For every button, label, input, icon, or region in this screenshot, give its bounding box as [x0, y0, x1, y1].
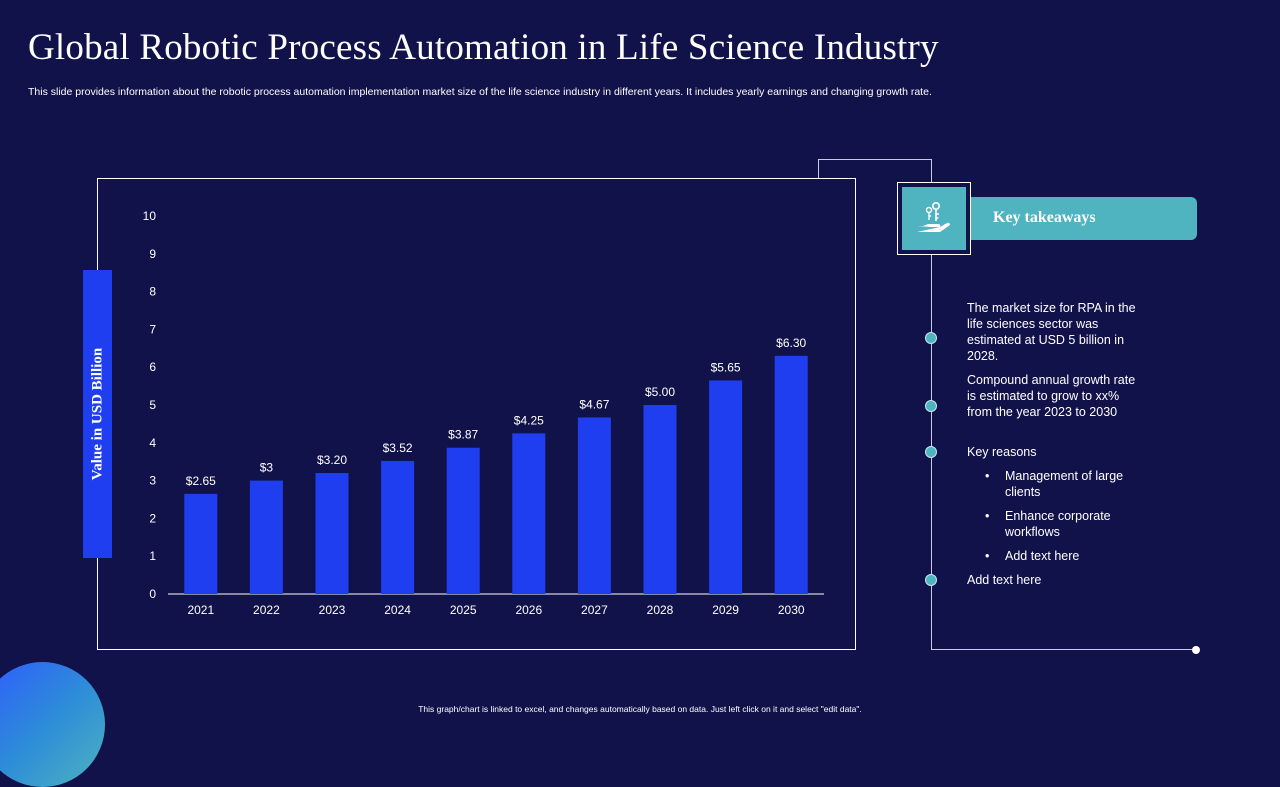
x-tick-label: 2028	[647, 603, 674, 617]
reason-text: Add text here	[1005, 549, 1080, 563]
data-label: $3.87	[448, 428, 478, 442]
data-label: $4.67	[579, 397, 609, 411]
y-axis-label-bar: Value in USD Billion	[83, 270, 112, 558]
takeaway-key-reasons: Key reasons	[967, 445, 1037, 459]
data-label: $3.52	[383, 441, 413, 455]
data-label: $6.30	[776, 336, 806, 350]
x-tick-label: 2022	[253, 603, 280, 617]
bar	[184, 493, 218, 594]
connector-line-top	[818, 159, 819, 178]
x-tick-label: 2030	[778, 603, 805, 617]
x-tick-label: 2021	[187, 603, 214, 617]
timeline-dot	[925, 332, 937, 344]
y-tick-label: 5	[149, 398, 156, 412]
data-label: $5.00	[645, 385, 675, 399]
key-takeaways-title: Key takeaways	[993, 209, 1096, 226]
x-tick-label: 2029	[712, 603, 739, 617]
bar-chart[interactable]: 0 1 2 3 4 5 6 7 8 9 10 $2.65 2021 $3 2022 $3.20 2023 $3.5…	[0, 0, 1280, 720]
takeaway-add-text[interactable]: Add text here	[967, 573, 1042, 587]
y-tick-label: 8	[149, 285, 156, 299]
timeline-dot	[925, 400, 937, 412]
bar	[315, 473, 349, 594]
bullet-glyph: •	[985, 469, 990, 483]
bullet-glyph: •	[985, 549, 990, 563]
bar	[709, 380, 743, 594]
y-tick-label: 9	[149, 247, 156, 261]
y-tick-label: 2	[149, 511, 156, 525]
data-label: $3	[260, 461, 274, 475]
connector-line-horizontal	[818, 159, 932, 160]
data-label: $2.65	[186, 474, 216, 488]
y-tick-label: 7	[149, 322, 156, 336]
reason-text: Management of large clients	[1005, 469, 1124, 499]
y-tick-label: 6	[149, 360, 156, 374]
y-tick-label: 3	[149, 474, 156, 488]
key-takeaways-header: Key takeaways	[971, 197, 1197, 240]
data-label: $5.65	[711, 360, 741, 374]
bar	[512, 433, 546, 594]
footer-note: This graph/chart is linked to excel, and…	[418, 704, 862, 714]
data-label: $4.25	[514, 413, 544, 427]
bar	[381, 460, 415, 594]
x-tick-label: 2025	[450, 603, 477, 617]
bar	[446, 447, 480, 594]
bar	[577, 417, 611, 594]
bar	[249, 480, 283, 594]
hand-with-keys-icon	[902, 187, 966, 250]
takeaways-icon-box	[897, 182, 971, 255]
data-label: $3.20	[317, 453, 347, 467]
timeline-end-dot	[1192, 646, 1200, 654]
y-tick-label: 4	[149, 436, 156, 450]
page-title: Global Robotic Process Automation in Lif…	[28, 27, 939, 68]
y-tick-label: 10	[143, 209, 157, 223]
bar	[774, 355, 808, 594]
y-tick-label: 0	[149, 587, 156, 601]
x-tick-label: 2024	[384, 603, 411, 617]
bullet-glyph: •	[985, 509, 990, 523]
page-subtitle: This slide provides information about th…	[28, 86, 932, 98]
y-tick-label: 1	[149, 549, 156, 563]
reason-text: Enhance corporate workflows	[1005, 509, 1111, 539]
timeline-line-bottom	[931, 649, 1196, 650]
timeline-dot	[925, 446, 937, 458]
bar	[643, 405, 677, 594]
takeaway-market-size: The market size for RPA in the life scie…	[967, 301, 1136, 363]
timeline-dot	[925, 574, 937, 586]
x-tick-label: 2026	[515, 603, 542, 617]
x-tick-label: 2027	[581, 603, 608, 617]
x-tick-label: 2023	[319, 603, 346, 617]
takeaway-cagr: Compound annual growth rate is estimated…	[967, 373, 1136, 419]
